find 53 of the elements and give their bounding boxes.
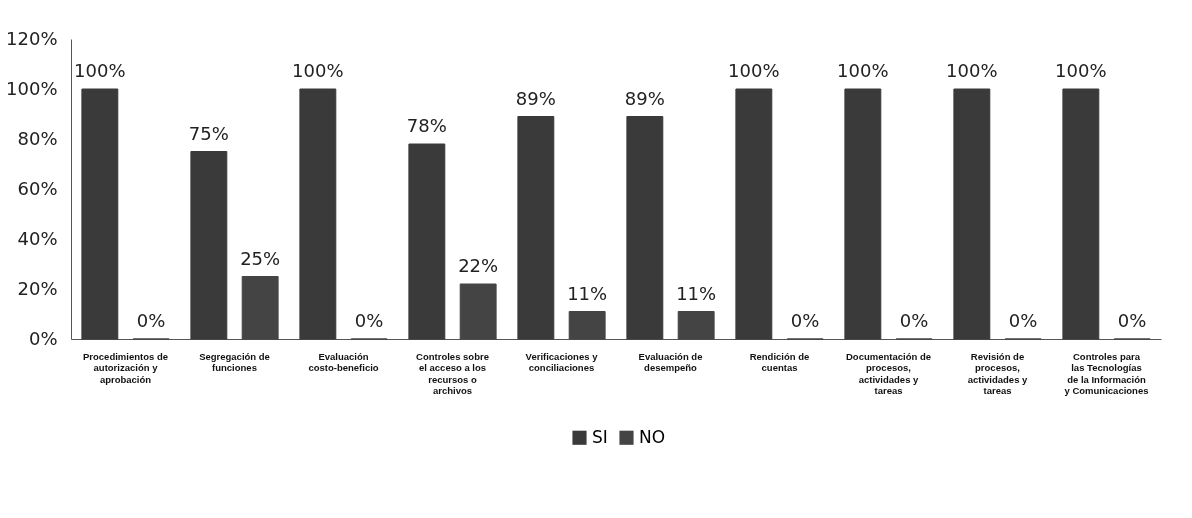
y-tick-label: 80% [17,127,58,149]
bar [1062,88,1100,340]
data-label: 100% [292,60,344,81]
y-tick-label: 0% [28,327,58,349]
y-tick-label: 20% [17,277,58,299]
data-label: 100% [946,60,998,81]
data-label: 100% [1055,60,1107,81]
data-label: 0% [1008,310,1038,331]
y-tick-label: 120% [6,27,58,49]
bar [568,311,606,340]
bar [517,116,555,340]
bar [81,88,119,340]
bar [735,88,773,340]
bar [844,88,882,340]
data-label: 78% [406,115,447,136]
data-label: 25% [240,247,281,269]
bar [626,116,664,340]
x-tick-label: Controles sobre el acceso a los recursos o archivos [416,350,489,396]
legend-label: SI [592,426,608,447]
bar [408,143,446,340]
data-label: 0% [354,310,384,331]
data-label: 100% [728,60,780,81]
data-label: 89% [515,87,556,109]
y-tick-label: 60% [17,177,58,199]
y-tick-label: 100% [6,77,58,99]
bar [459,283,497,340]
data-label: 100% [837,60,889,81]
bar [190,151,228,340]
data-label: 0% [899,310,929,331]
x-tick-label: Controles para las Tecnologías de la Información y Comunicaciones [1064,350,1149,396]
data-label: 11% [676,282,717,304]
x-tick-label: Documentación de procesos, actividades y tareas [846,350,931,396]
data-label: 0% [1117,310,1147,331]
x-tick-label: Rendición de cuentas [749,350,810,373]
x-tick-label: Evaluación costo-beneficio [308,350,379,373]
x-tick-label: Procedimientos de autorización y aprobación [83,350,168,385]
data-label: 0% [790,310,820,331]
data-label: 0% [136,310,166,331]
bar [677,311,715,340]
bar [299,88,337,340]
data-label: 11% [567,282,608,304]
x-tick-label: Evaluación de desempeño [638,350,703,373]
data-label: 89% [624,87,665,109]
bar [241,276,279,340]
x-tick-label: Revisión de procesos, actividades y tareas [967,350,1029,396]
legend-label: NO [639,426,666,447]
bar [953,88,991,340]
data-label: 75% [188,122,229,144]
y-tick-label: 40% [17,227,58,249]
x-tick-label: Verificaciones y conciliaciones [525,350,599,373]
x-tick-label: Segregación de funciones [199,350,270,373]
data-label: 100% [74,60,126,81]
data-label: 22% [458,255,499,276]
